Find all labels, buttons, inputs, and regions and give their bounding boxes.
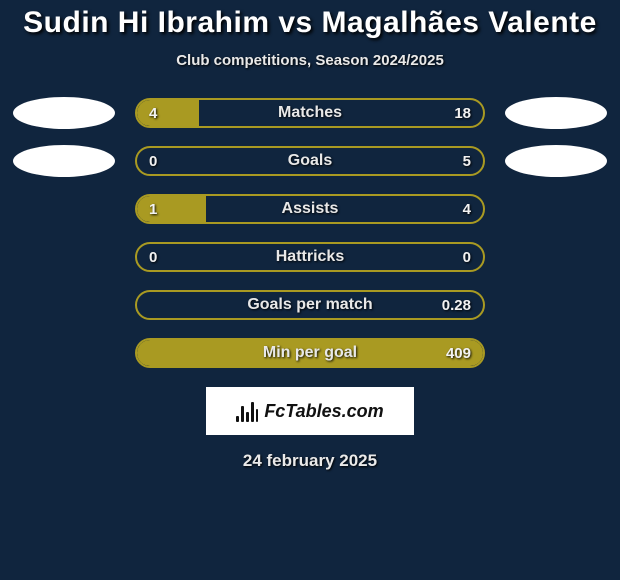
- stat-row: 0Goals5: [0, 145, 620, 177]
- stat-bar-text: Goals per match0.28: [137, 292, 483, 318]
- stat-row: Goals per match0.28: [0, 289, 620, 321]
- player-right-marker: [505, 97, 607, 129]
- stat-label: Goals: [137, 152, 483, 170]
- stat-label: Min per goal: [137, 344, 483, 362]
- stat-bar: 0Goals5: [135, 146, 485, 176]
- stat-bar-text: 0Goals5: [137, 148, 483, 174]
- stat-bar: 0Hattricks0: [135, 242, 485, 272]
- infographic-container: Sudin Hi Ibrahim vs Magalhães Valente Cl…: [0, 0, 620, 580]
- stat-rows: 4Matches18 0Goals5 1Assists4 0Hattricks0 Goa…: [0, 97, 620, 369]
- player-right-marker: [505, 145, 607, 177]
- stat-row: 0Hattricks0: [0, 241, 620, 273]
- stat-bar-text: 4Matches18: [137, 100, 483, 126]
- stat-row: Min per goal409: [0, 337, 620, 369]
- stat-bar-text: 0Hattricks0: [137, 244, 483, 270]
- logo-text: FcTables.com: [264, 401, 383, 422]
- stat-bar-text: Min per goal409: [137, 340, 483, 366]
- stat-label: Assists: [137, 200, 483, 218]
- stat-label: Hattricks: [137, 248, 483, 266]
- stat-label: Matches: [137, 104, 483, 122]
- subtitle: Club competitions, Season 2024/2025: [0, 52, 620, 69]
- stat-row: 1Assists4: [0, 193, 620, 225]
- stat-bar: 1Assists4: [135, 194, 485, 224]
- stat-label: Goals per match: [137, 296, 483, 314]
- stat-row: 4Matches18: [0, 97, 620, 129]
- page-title: Sudin Hi Ibrahim vs Magalhães Valente: [0, 6, 620, 40]
- stat-bar-text: 1Assists4: [137, 196, 483, 222]
- bar-chart-icon: [236, 400, 258, 422]
- stat-bar: Min per goal409: [135, 338, 485, 368]
- stat-bar: Goals per match0.28: [135, 290, 485, 320]
- logo-box: FcTables.com: [206, 387, 414, 435]
- player-left-marker: [13, 145, 115, 177]
- player-left-marker: [13, 97, 115, 129]
- date-label: 24 february 2025: [0, 451, 620, 471]
- stat-bar: 4Matches18: [135, 98, 485, 128]
